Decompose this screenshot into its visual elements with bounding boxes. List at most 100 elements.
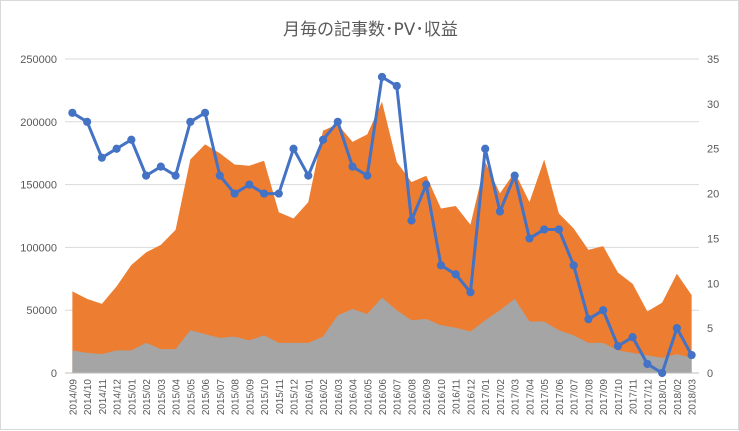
x-tick-label: 2016/01 xyxy=(304,379,315,416)
line-point xyxy=(407,216,416,225)
line-point xyxy=(481,144,490,153)
x-tick-label: 2016/05 xyxy=(363,379,374,416)
x-tick-label: 2017/05 xyxy=(540,379,551,416)
x-tick-label: 2017/02 xyxy=(496,379,507,416)
x-tick-label: 2015/09 xyxy=(245,379,256,416)
line-point xyxy=(97,153,106,162)
x-tick-label: 2016/09 xyxy=(422,379,433,416)
line-point xyxy=(186,117,195,126)
x-tick-label: 2017/08 xyxy=(584,379,595,416)
line-point xyxy=(643,359,652,369)
line-point xyxy=(377,72,387,82)
line-point xyxy=(495,207,505,216)
y-left-tick-label: 0 xyxy=(51,368,57,380)
line-point xyxy=(348,162,357,171)
line-point xyxy=(156,162,165,171)
line-point xyxy=(318,135,328,144)
x-tick-label: 2015/02 xyxy=(142,379,153,416)
line-point xyxy=(554,225,564,234)
line-point xyxy=(68,108,77,117)
x-tick-label: 2017/10 xyxy=(614,379,625,416)
line-point xyxy=(687,350,696,360)
x-tick-label: 2016/11 xyxy=(452,379,463,415)
x-tick-label: 2015/06 xyxy=(201,379,212,416)
y-right-tick-label: 25 xyxy=(707,144,719,156)
x-tick-label: 2016/04 xyxy=(349,379,360,416)
line-point xyxy=(230,189,239,198)
line-point xyxy=(333,117,342,126)
y-left-tick-label: 150000 xyxy=(20,180,57,192)
x-tick-label: 2017/09 xyxy=(599,379,610,416)
line-point xyxy=(259,189,269,198)
x-tick-label: 2016/07 xyxy=(393,379,404,416)
y-right-tick-label: 5 xyxy=(707,323,713,335)
line-point xyxy=(363,171,372,180)
area-series-1 xyxy=(72,297,692,373)
x-tick-label: 2015/10 xyxy=(260,379,271,416)
line-point xyxy=(569,261,578,270)
y-left-tick-label: 250000 xyxy=(20,54,57,66)
line-point xyxy=(525,234,534,243)
x-tick-label: 2015/08 xyxy=(231,379,242,416)
line-point xyxy=(83,117,92,126)
x-tick-label: 2018/01 xyxy=(658,379,669,416)
line-point xyxy=(112,144,121,153)
x-tick-label: 2017/01 xyxy=(481,379,492,416)
line-point xyxy=(451,270,460,279)
x-tick-label: 2014/10 xyxy=(83,379,94,416)
x-tick-label: 2017/12 xyxy=(643,379,654,416)
y-right-tick-label: 30 xyxy=(707,99,719,111)
x-tick-label: 2017/11 xyxy=(629,379,640,415)
line-point xyxy=(672,324,681,333)
y-left-tick-label: 100000 xyxy=(20,242,57,254)
y-right-tick-label: 20 xyxy=(707,189,719,201)
line-point xyxy=(540,225,549,234)
line-point xyxy=(215,171,224,180)
x-tick-label: 2015/11 xyxy=(275,379,286,415)
x-tick-label: 2016/12 xyxy=(466,379,477,416)
x-tick-label: 2017/04 xyxy=(525,379,536,416)
x-tick-label: 2016/10 xyxy=(437,379,448,416)
y-right-tick-label: 35 xyxy=(707,54,719,66)
line-point xyxy=(584,315,593,324)
line-point xyxy=(628,333,637,342)
line-point xyxy=(127,135,136,144)
line-point xyxy=(171,171,180,180)
x-tick-label: 2016/02 xyxy=(319,379,330,416)
x-tick-label: 2014/11 xyxy=(98,379,109,415)
line-point xyxy=(304,171,313,180)
line-point xyxy=(289,144,298,153)
line-point xyxy=(510,171,519,180)
x-tick-label: 2016/06 xyxy=(378,379,389,416)
x-tick-label: 2015/05 xyxy=(186,379,197,416)
x-tick-label: 2016/08 xyxy=(407,379,418,416)
x-tick-label: 2014/09 xyxy=(68,379,79,416)
line-point xyxy=(599,306,608,315)
chart-title: 月毎の記事数･PV･収益 xyxy=(283,20,458,40)
line-point xyxy=(422,180,431,189)
x-tick-label: 2017/07 xyxy=(570,379,581,416)
line-point xyxy=(245,180,254,189)
line-point xyxy=(392,81,401,91)
x-tick-label: 2018/02 xyxy=(673,379,684,416)
y-right-tick-label: 15 xyxy=(707,233,719,245)
y-right-tick-label: 10 xyxy=(707,278,719,290)
x-tick-label: 2015/04 xyxy=(172,379,183,416)
x-tick-label: 2017/03 xyxy=(511,379,522,416)
y-left-tick-label: 50000 xyxy=(26,305,57,317)
line-point xyxy=(141,171,151,180)
line-point xyxy=(436,261,446,270)
x-tick-label: 2015/03 xyxy=(157,379,168,416)
y-right-tick-label: 0 xyxy=(707,368,713,380)
line-point xyxy=(200,108,210,117)
line-point xyxy=(466,288,475,297)
x-tick-label: 2015/01 xyxy=(127,379,138,416)
x-tick-label: 2018/03 xyxy=(688,379,699,416)
area-series-0 xyxy=(72,101,692,373)
x-tick-label: 2015/12 xyxy=(290,379,301,416)
line-point xyxy=(613,341,623,351)
line-point xyxy=(274,189,283,198)
x-tick-label: 2014/12 xyxy=(113,379,124,416)
